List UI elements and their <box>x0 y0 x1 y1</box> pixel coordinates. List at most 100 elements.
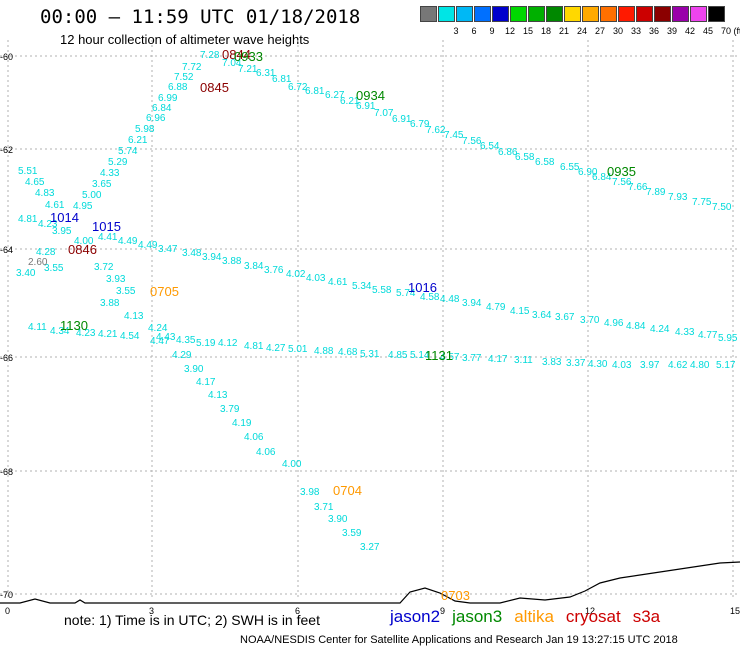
wave-height-value: 3.37 <box>566 358 586 369</box>
wave-height-value: 7.75 <box>692 197 712 208</box>
wave-height-value: 4.02 <box>286 269 306 280</box>
legend-swatch <box>600 6 617 22</box>
wave-height-value: 3.72 <box>94 262 114 273</box>
wave-height-value: 6.54 <box>480 141 500 152</box>
legend-swatch <box>708 6 725 22</box>
wave-height-value: 3.88 <box>100 298 120 309</box>
legend-swatch <box>582 6 599 22</box>
wave-height-value: 7.07 <box>374 108 394 119</box>
wave-height-value: 7.52 <box>174 72 194 83</box>
wave-height-value: 4.30 <box>588 359 608 370</box>
wave-height-value: 4.84 <box>626 321 646 332</box>
wave-height-value: 3.83 <box>542 357 562 368</box>
legend-swatch <box>510 6 527 22</box>
wave-height-value: 4.85 <box>388 350 408 361</box>
legend-label: 12 <box>504 26 515 36</box>
wave-height-value: 7.21 <box>238 64 258 75</box>
pass-time-label: 0933 <box>234 49 263 64</box>
pass-time-label: 0705 <box>150 284 179 299</box>
legend-label: 33 <box>630 26 641 36</box>
wave-height-value: 3.59 <box>342 528 362 539</box>
wave-height-value: 3.27 <box>360 542 380 553</box>
pass-time-label: 1131 <box>425 348 453 363</box>
wave-height-value: 6.91 <box>392 114 412 125</box>
legend-label: 70 <box>720 26 731 36</box>
wave-height-value: 7.04 <box>222 58 242 69</box>
wave-height-value: 3.71 <box>314 502 334 513</box>
pass-time-label: 0846 <box>68 242 97 257</box>
wave-height-value: 4.17 <box>196 377 216 388</box>
coastline <box>0 561 740 604</box>
latitude-label: -66 <box>0 353 13 363</box>
wave-height-value: 4.81 <box>244 341 264 352</box>
wave-height-value: 4.35 <box>176 335 196 346</box>
pass-time-label: 1014 <box>50 210 79 225</box>
wave-height-value: 3.48 <box>182 248 202 259</box>
wave-height-value: 3.79 <box>220 404 240 415</box>
satellite-legend-item: jason3 <box>452 607 503 626</box>
legend-swatch <box>474 6 491 22</box>
wave-height-value: 4.00 <box>282 459 302 470</box>
latitude-label: -68 <box>0 467 13 477</box>
wave-height-value: 4.23 <box>76 328 96 339</box>
legend-swatch <box>690 6 707 22</box>
wave-height-value: 3.47 <box>158 244 178 255</box>
legend-label: 30 <box>612 26 623 36</box>
wave-height-value: 3.94 <box>202 252 222 263</box>
pass-time-label: 0703 <box>441 588 470 603</box>
wave-height-value: 4.61 <box>328 277 348 288</box>
wave-height-value: 6.88 <box>168 82 188 93</box>
wave-height-value: 6.21 <box>128 135 148 146</box>
wave-height-value: 3.93 <box>106 274 126 285</box>
wave-height-value: 5.74 <box>396 288 416 299</box>
wave-height-value: 3.90 <box>184 364 204 375</box>
wave-height-value: 4.81 <box>18 214 38 225</box>
wave-height-value: 5.14 <box>410 350 430 361</box>
wave-height-value: 3.84 <box>244 261 264 272</box>
satellite-legend: jason2 jason3 altika cryosat s3a <box>390 607 672 627</box>
wave-height-value: 4.49 <box>138 240 158 251</box>
wave-height-value: 5.29 <box>108 157 128 168</box>
pass-time-label: 0935 <box>607 164 636 179</box>
wave-height-value: 6.84 <box>592 172 612 183</box>
wave-height-value: 7.72 <box>182 62 202 73</box>
wave-height-value: 3.70 <box>580 315 600 326</box>
wave-height-value: 3.88 <box>222 256 242 267</box>
wave-height-value: 4.21 <box>98 329 118 340</box>
wave-height-value: 6.90 <box>578 167 598 178</box>
legend-label: 6 <box>471 26 477 36</box>
pass-time-label: 0845 <box>200 80 229 95</box>
map-title: 00:00 – 11:59 UTC 01/18/2018 <box>40 6 361 28</box>
wave-height-value: 7.62 <box>426 125 446 136</box>
wave-height-value: 6.91 <box>356 101 376 112</box>
wave-height-value: 4.88 <box>314 346 334 357</box>
wave-height-value: 7.56 <box>612 177 632 188</box>
wave-height-value: 4.62 <box>668 360 688 371</box>
wave-height-value: 5.00 <box>82 190 102 201</box>
wave-height-value: 4.13 <box>124 311 144 322</box>
legend-swatch <box>654 6 671 22</box>
wave-height-value: 4.33 <box>100 168 120 179</box>
latitude-label: -62 <box>0 145 13 155</box>
wave-height-value: 3.64 <box>532 310 552 321</box>
wave-height-value: 4.29 <box>172 350 192 361</box>
pass-time-label: 1015 <box>92 219 121 234</box>
wave-height-value: 3.11 <box>514 355 533 366</box>
wave-height-value: 5.19 <box>196 338 216 349</box>
wave-height-value: 4.96 <box>604 318 624 329</box>
wave-height-value: 4.28 <box>36 247 56 258</box>
legend-label: 27 <box>594 26 605 36</box>
wave-height-value: 3.97 <box>640 360 660 371</box>
wave-height-value: 7.89 <box>646 187 666 198</box>
wave-height-value: 4.13 <box>208 390 228 401</box>
satellite-legend-item: cryosat <box>565 607 621 626</box>
legend-swatch <box>438 6 455 22</box>
wave-height-value: 4.54 <box>120 331 140 342</box>
wave-height-value: 4.61 <box>45 200 65 211</box>
longitude-label: 15 <box>730 606 740 616</box>
pass-time-label: 0844 <box>222 47 251 62</box>
legend-label: 45 <box>702 26 713 36</box>
wave-height-value: 3.55 <box>44 263 64 274</box>
wave-height-value: 6.81 <box>305 86 325 97</box>
wave-height-value: 6.21 <box>340 96 360 107</box>
